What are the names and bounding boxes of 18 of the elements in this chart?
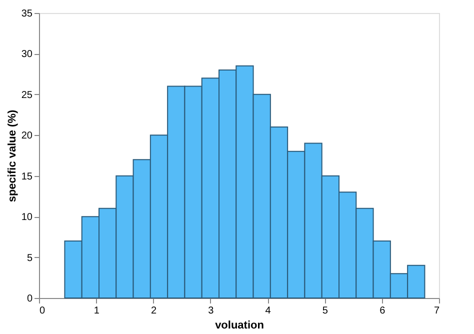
- y-tick-label: 30: [21, 49, 33, 60]
- y-tick-label: 25: [21, 90, 33, 101]
- x-tick-label: 3: [208, 306, 214, 316]
- x-tick-label: 1: [94, 306, 100, 316]
- x-tick-label: 0: [40, 306, 46, 316]
- x-axis-title: voluation: [215, 320, 264, 332]
- y-tick-label: 0: [26, 294, 33, 304]
- y-tick-label: 15: [21, 171, 33, 182]
- x-tick-label: 7: [434, 306, 440, 316]
- y-tick-label: 20: [21, 130, 33, 142]
- y-tick-label: 5: [26, 252, 33, 264]
- x-tick-label: 4: [265, 306, 272, 316]
- y-tick-label: 10: [21, 212, 33, 224]
- x-tick-label: 2: [151, 306, 158, 316]
- y-tick-label: 35: [21, 8, 33, 20]
- x-tick-label: 5: [322, 306, 328, 316]
- y-axis-title: specific value (%): [6, 110, 18, 202]
- x-tick-label: 6: [380, 306, 386, 316]
